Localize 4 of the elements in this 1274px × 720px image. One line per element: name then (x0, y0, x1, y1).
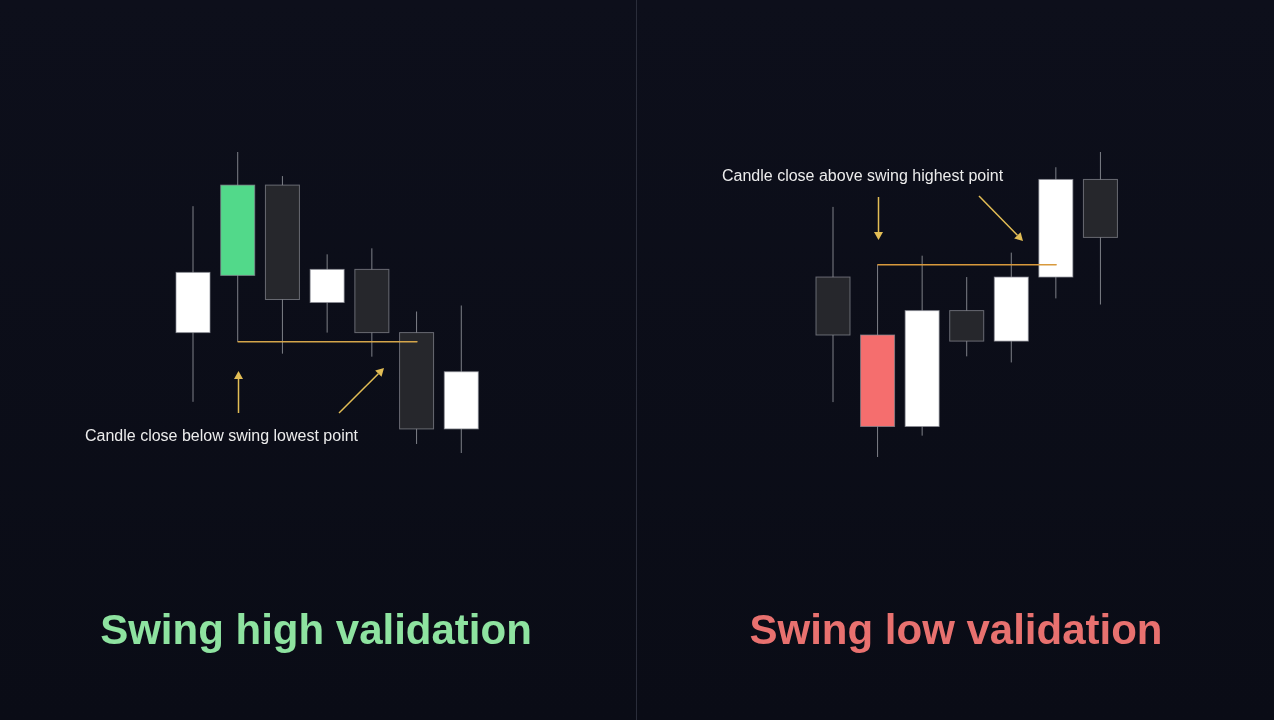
text: Swing low validation (748, 605, 1164, 655)
text: Swing high validation (99, 605, 533, 655)
annotation: Candle close above swing highest point (722, 167, 1004, 185)
annotation: Candle close below swing lowest point (85, 427, 359, 445)
